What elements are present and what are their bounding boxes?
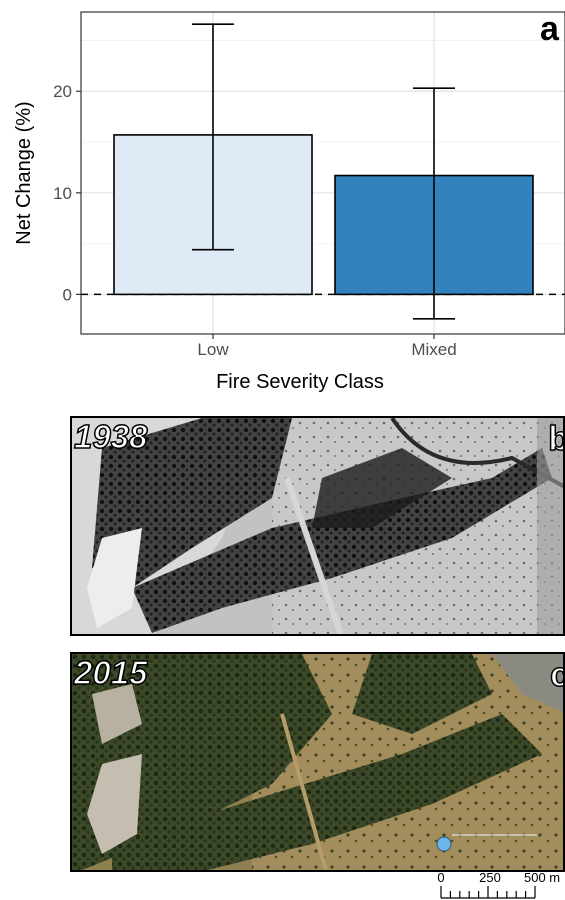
scale-label-500: 500 m (524, 870, 560, 885)
y-axis-ticks: 0 10 20 (53, 82, 81, 304)
aerial-image-color (72, 654, 563, 870)
y-tick-label: 20 (53, 82, 72, 101)
y-tick-label: 10 (53, 184, 72, 203)
scale-label-250: 250 (479, 870, 501, 885)
aerial-image-grayscale (72, 418, 563, 634)
photo-year-label-2015: 2015 (73, 654, 148, 692)
panel-label-c: c (549, 655, 563, 695)
bar-chart: 0 10 20 Low Mixed Fire Severity Class Net C… (13, 10, 565, 393)
x-tick-label-low: Low (197, 340, 229, 359)
plot-panel-border (80, 11, 565, 335)
panel-label-a: a (540, 10, 560, 48)
x-axis-title: Fire Severity Class (216, 371, 384, 393)
scale-label-0: 0 (437, 870, 444, 885)
scale-bar-ticks (440, 886, 536, 899)
panel-label-b: b (547, 419, 563, 459)
error-bars (192, 23, 455, 320)
bars (113, 134, 534, 296)
y-axis-title: Net Change (%) (13, 101, 35, 244)
x-tick-label-mixed: Mixed (411, 340, 456, 359)
y-tick-label: 0 (63, 285, 72, 304)
photo-year-label-1938: 1938 (73, 418, 148, 456)
aerial-photo-2015: 2015 c (70, 652, 565, 872)
x-axis-ticks: Low Mixed (197, 334, 457, 359)
aerial-photo-1938: 1938 b (70, 416, 565, 636)
scale-bar: 0 250 500 m (437, 870, 560, 899)
